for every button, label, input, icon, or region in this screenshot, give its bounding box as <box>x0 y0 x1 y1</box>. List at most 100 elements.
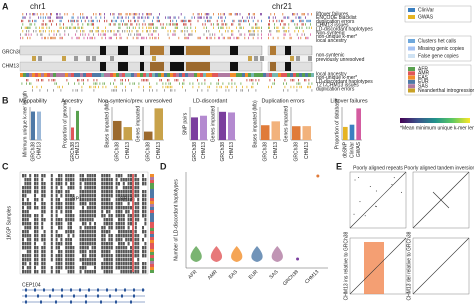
haplotype-cell <box>137 186 140 190</box>
haplotype-cell <box>125 234 128 238</box>
haplotype-cell <box>86 218 89 222</box>
feature-tick <box>202 23 204 26</box>
feature-tick <box>64 30 66 33</box>
haplotype-cell <box>22 262 24 266</box>
feature-tick <box>295 16 297 19</box>
feature-tick <box>42 30 44 33</box>
feature-tick <box>72 89 74 92</box>
haplotype-cell <box>137 266 140 270</box>
haplotype-cell <box>125 250 128 254</box>
nonsyntenic-block <box>248 56 252 61</box>
feature-tick <box>234 13 236 16</box>
feature-tick <box>274 26 275 29</box>
ancestry-block <box>284 73 287 77</box>
ancestry-cell <box>150 204 154 207</box>
feature-tick <box>26 82 27 85</box>
feature-tick <box>195 26 196 29</box>
ancestry-block <box>194 73 197 77</box>
haplotype-cell <box>26 190 29 194</box>
haplotype-cell <box>120 174 123 178</box>
feature-tick <box>227 85 228 89</box>
feature-tick <box>36 33 38 36</box>
feature-tick <box>122 79 123 82</box>
haplotype-cell <box>86 262 89 266</box>
feature-tick <box>198 82 200 85</box>
feature-tick <box>177 26 178 29</box>
feature-tick <box>48 16 50 19</box>
ancestry-cell <box>150 180 154 183</box>
feature-tick <box>243 26 244 29</box>
haplotype-cell <box>120 270 123 274</box>
haplotype-cell <box>134 242 137 246</box>
haplotype-cell <box>55 254 58 258</box>
feature-tick <box>113 30 115 33</box>
ancestry-block <box>26 73 29 77</box>
feature-tick <box>42 19 44 23</box>
feature-tick <box>95 30 97 33</box>
feature-tick <box>231 79 233 82</box>
haplotype-cell <box>72 266 75 270</box>
haplotype-cell <box>144 202 147 206</box>
feature-tick <box>301 23 303 26</box>
feature-tick <box>255 89 257 92</box>
repeat-dot <box>393 177 395 179</box>
haplotype-cell <box>70 174 72 178</box>
feature-tick <box>252 82 254 85</box>
violin <box>210 246 223 262</box>
y-axis-label: 1KGP Samples <box>6 205 12 240</box>
feature-tick <box>168 82 170 85</box>
haplotype-cell <box>94 214 96 218</box>
feature-tick <box>230 13 231 16</box>
haplotype-cell <box>118 206 120 210</box>
haplotype-cell <box>110 182 113 186</box>
haplotype-cell <box>86 214 89 218</box>
feature-tick <box>113 89 114 92</box>
feature-tick <box>131 23 133 26</box>
feature-tick <box>218 26 219 29</box>
haplotype-cell <box>127 186 130 190</box>
ancestry-block <box>68 73 71 77</box>
ancestry-block <box>173 73 176 77</box>
feature-tick <box>249 13 250 16</box>
haplotype-cell <box>94 198 96 202</box>
feature-tick <box>81 26 82 29</box>
feature-tick <box>251 26 253 29</box>
haplotype-cell <box>41 214 44 218</box>
ancestry-cell <box>150 219 154 222</box>
ancestry-block <box>290 73 293 77</box>
haplotype-cell <box>127 266 130 270</box>
exon <box>88 288 90 292</box>
haplotype-cell <box>72 202 75 206</box>
haplotype-cell <box>103 266 106 270</box>
feature-tick <box>284 30 286 33</box>
feature-tick <box>42 79 44 82</box>
gap-block <box>100 46 106 55</box>
nonsyntenic-track <box>20 56 312 61</box>
feature-tick <box>209 36 211 40</box>
feature-tick <box>80 13 81 16</box>
ancestry-block <box>152 73 155 77</box>
feature-tick <box>101 30 103 33</box>
haplotype-cell <box>70 226 72 230</box>
feature-tick <box>152 23 153 26</box>
ancestry-cell <box>150 195 154 198</box>
haplotype-cell <box>94 174 96 178</box>
feature-tick <box>207 13 208 16</box>
haplotype-cell <box>26 222 29 226</box>
feature-tick <box>173 30 175 33</box>
haplotype-cell <box>134 218 137 222</box>
haplotype-cell <box>26 230 29 234</box>
ancestry-block <box>230 73 233 77</box>
haplotype-cell <box>144 246 147 250</box>
haplotype-cell <box>115 254 118 258</box>
haplotype-cell <box>106 266 108 270</box>
haplotype-cell <box>94 266 96 270</box>
feature-tick <box>256 26 258 29</box>
exon <box>70 300 72 304</box>
haplotype-cell <box>127 214 130 218</box>
haplotype-cell <box>82 246 84 250</box>
feature-tick <box>60 89 62 92</box>
feature-tick <box>57 30 58 33</box>
track-label: T2T-CHM13 issues <box>316 83 359 89</box>
feature-tick <box>248 36 249 40</box>
